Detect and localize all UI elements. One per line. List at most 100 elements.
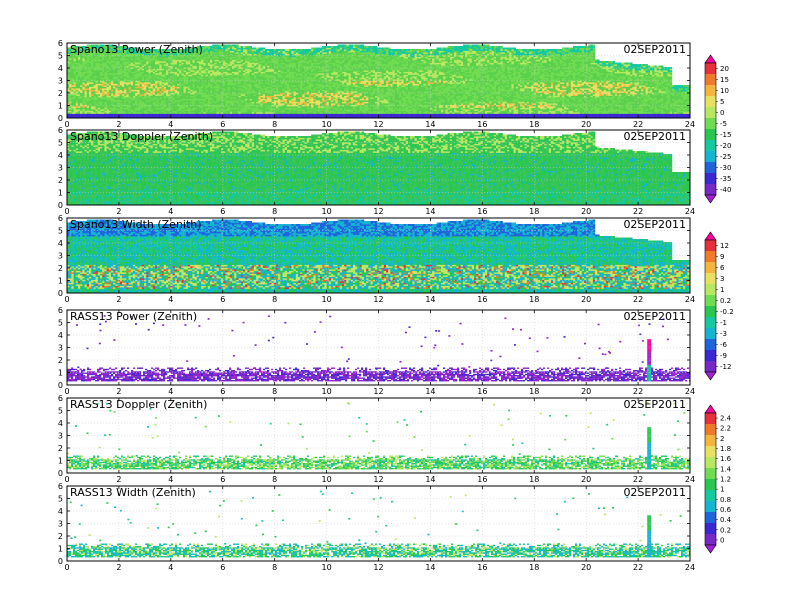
y-tick-label: 0 [58,557,63,566]
colorbar-arrow-bottom [704,544,717,554]
y-tick-label: 3 [58,432,63,441]
y-tick-label: 0 [58,469,63,478]
x-tick-label: 24 [685,387,695,396]
x-tick-label: 12 [373,475,383,484]
x-tick-label: 24 [685,207,695,216]
x-tick-label: 4 [168,120,173,129]
x-tick-label: 24 [685,475,695,484]
x-tick-label: 20 [581,387,591,396]
x-tick-label: 24 [685,295,695,304]
x-tick-label: 20 [581,207,591,216]
y-tick-label: 5 [58,139,63,148]
x-tick-label: 16 [477,120,487,129]
y-tick-label: 5 [58,52,63,61]
colorbar-label: 5 [720,98,724,106]
x-tick-label: 8 [272,207,277,216]
colorbar-swatch [705,129,716,141]
x-tick-label: 10 [321,563,331,572]
x-tick-label: 8 [272,120,277,129]
colorbar-arrow-top [704,54,717,64]
x-tick-label: 18 [529,295,539,304]
colorbar-label: 12 [720,242,729,250]
colorbar-swatch [705,361,716,373]
y-tick-label: 3 [58,77,63,86]
x-tick-label: 4 [168,475,173,484]
colorbar-swatch [705,262,716,274]
y-tick-label: 3 [58,344,63,353]
heatmap-cells [67,219,690,293]
colorbar-label: -25 [720,153,731,161]
colorbar-swatch [705,435,716,447]
y-tick-label: 6 [58,306,63,315]
panel-title: RASS13 Power (Zenith) [70,310,197,323]
x-tick-label: 20 [581,563,591,572]
colorbar-3: 2.4 2.2 2 1.8 1.6 1.4 1.2 1 0.8 0.6 0.4 0.2 0 [704,404,732,554]
colorbar-label: 6 [720,264,725,272]
x-tick-label: 4 [168,207,173,216]
x-tick-label: 22 [633,475,643,484]
colorbar-swatch [705,446,716,458]
colorbar-1: 20 15 10 5 0 -5 -15 -20 -25 -30 -35 -40 [704,54,731,204]
colorbar-swatch [705,284,716,296]
y-tick-label: 4 [58,151,63,160]
y-tick-label: 0 [58,381,63,390]
y-tick-label: 2 [58,264,63,273]
y-tick-label: 0 [58,201,63,210]
x-tick-label: 6 [220,563,225,572]
colorbar-swatch [705,490,716,502]
colorbar-swatch [705,413,716,425]
y-tick-label: 0 [58,289,63,298]
colorbar-label: -30 [720,164,731,172]
y-tick-label: 1 [58,189,63,198]
colorbar-label: 1.4 [720,465,732,473]
colorbar-label: -6 [720,341,728,349]
colorbar-label: 20 [720,65,729,73]
colorbar-label: 1.6 [720,455,732,463]
x-tick-label: 0 [64,207,69,216]
y-tick-label: 5 [58,407,63,416]
x-tick-label: 14 [425,120,435,129]
y-tick-label: 4 [58,239,63,248]
colorbar-label: 2.2 [720,425,731,433]
colorbar-swatch [705,501,716,513]
x-tick-label: 10 [321,295,331,304]
colorbar-label: 2 [720,435,724,443]
x-tick-label: 0 [64,120,69,129]
x-tick-label: 6 [220,387,225,396]
x-tick-label: 18 [529,207,539,216]
heatmap-cells [67,490,690,558]
x-tick-label: 4 [168,563,173,572]
y-tick-label: 2 [58,532,63,541]
colorbar-arrow-top [704,404,717,414]
x-tick-label: 24 [685,563,695,572]
panel-date: 02SEP2011 [623,398,686,411]
x-tick-label: 22 [633,207,643,216]
y-tick-label: 1 [58,545,63,554]
y-tick-label: 2 [58,176,63,185]
colorbar-label: 10 [720,87,729,95]
y-tick-label: 1 [58,457,63,466]
colorbar-label: -5 [720,120,727,128]
colorbar-label: 0 [720,109,724,117]
y-tick-label: 5 [58,227,63,236]
x-tick-label: 18 [529,120,539,129]
x-tick-label: 8 [272,295,277,304]
colorbar-label: 0 [720,536,724,544]
x-tick-label: 12 [373,387,383,396]
colorbar-swatch [705,273,716,285]
x-tick-label: 22 [633,387,643,396]
x-tick-label: 20 [581,475,591,484]
y-tick-label: 4 [58,507,63,516]
y-tick-label: 4 [58,419,63,428]
colorbar-label: 0.6 [720,506,732,514]
colorbar-swatch [705,306,716,318]
x-tick-label: 24 [685,120,695,129]
colorbar-label: 0.2 [720,526,731,534]
x-tick-label: 16 [477,387,487,396]
x-tick-label: 6 [220,207,225,216]
colorbar-swatch [705,63,716,75]
x-tick-label: 10 [321,387,331,396]
